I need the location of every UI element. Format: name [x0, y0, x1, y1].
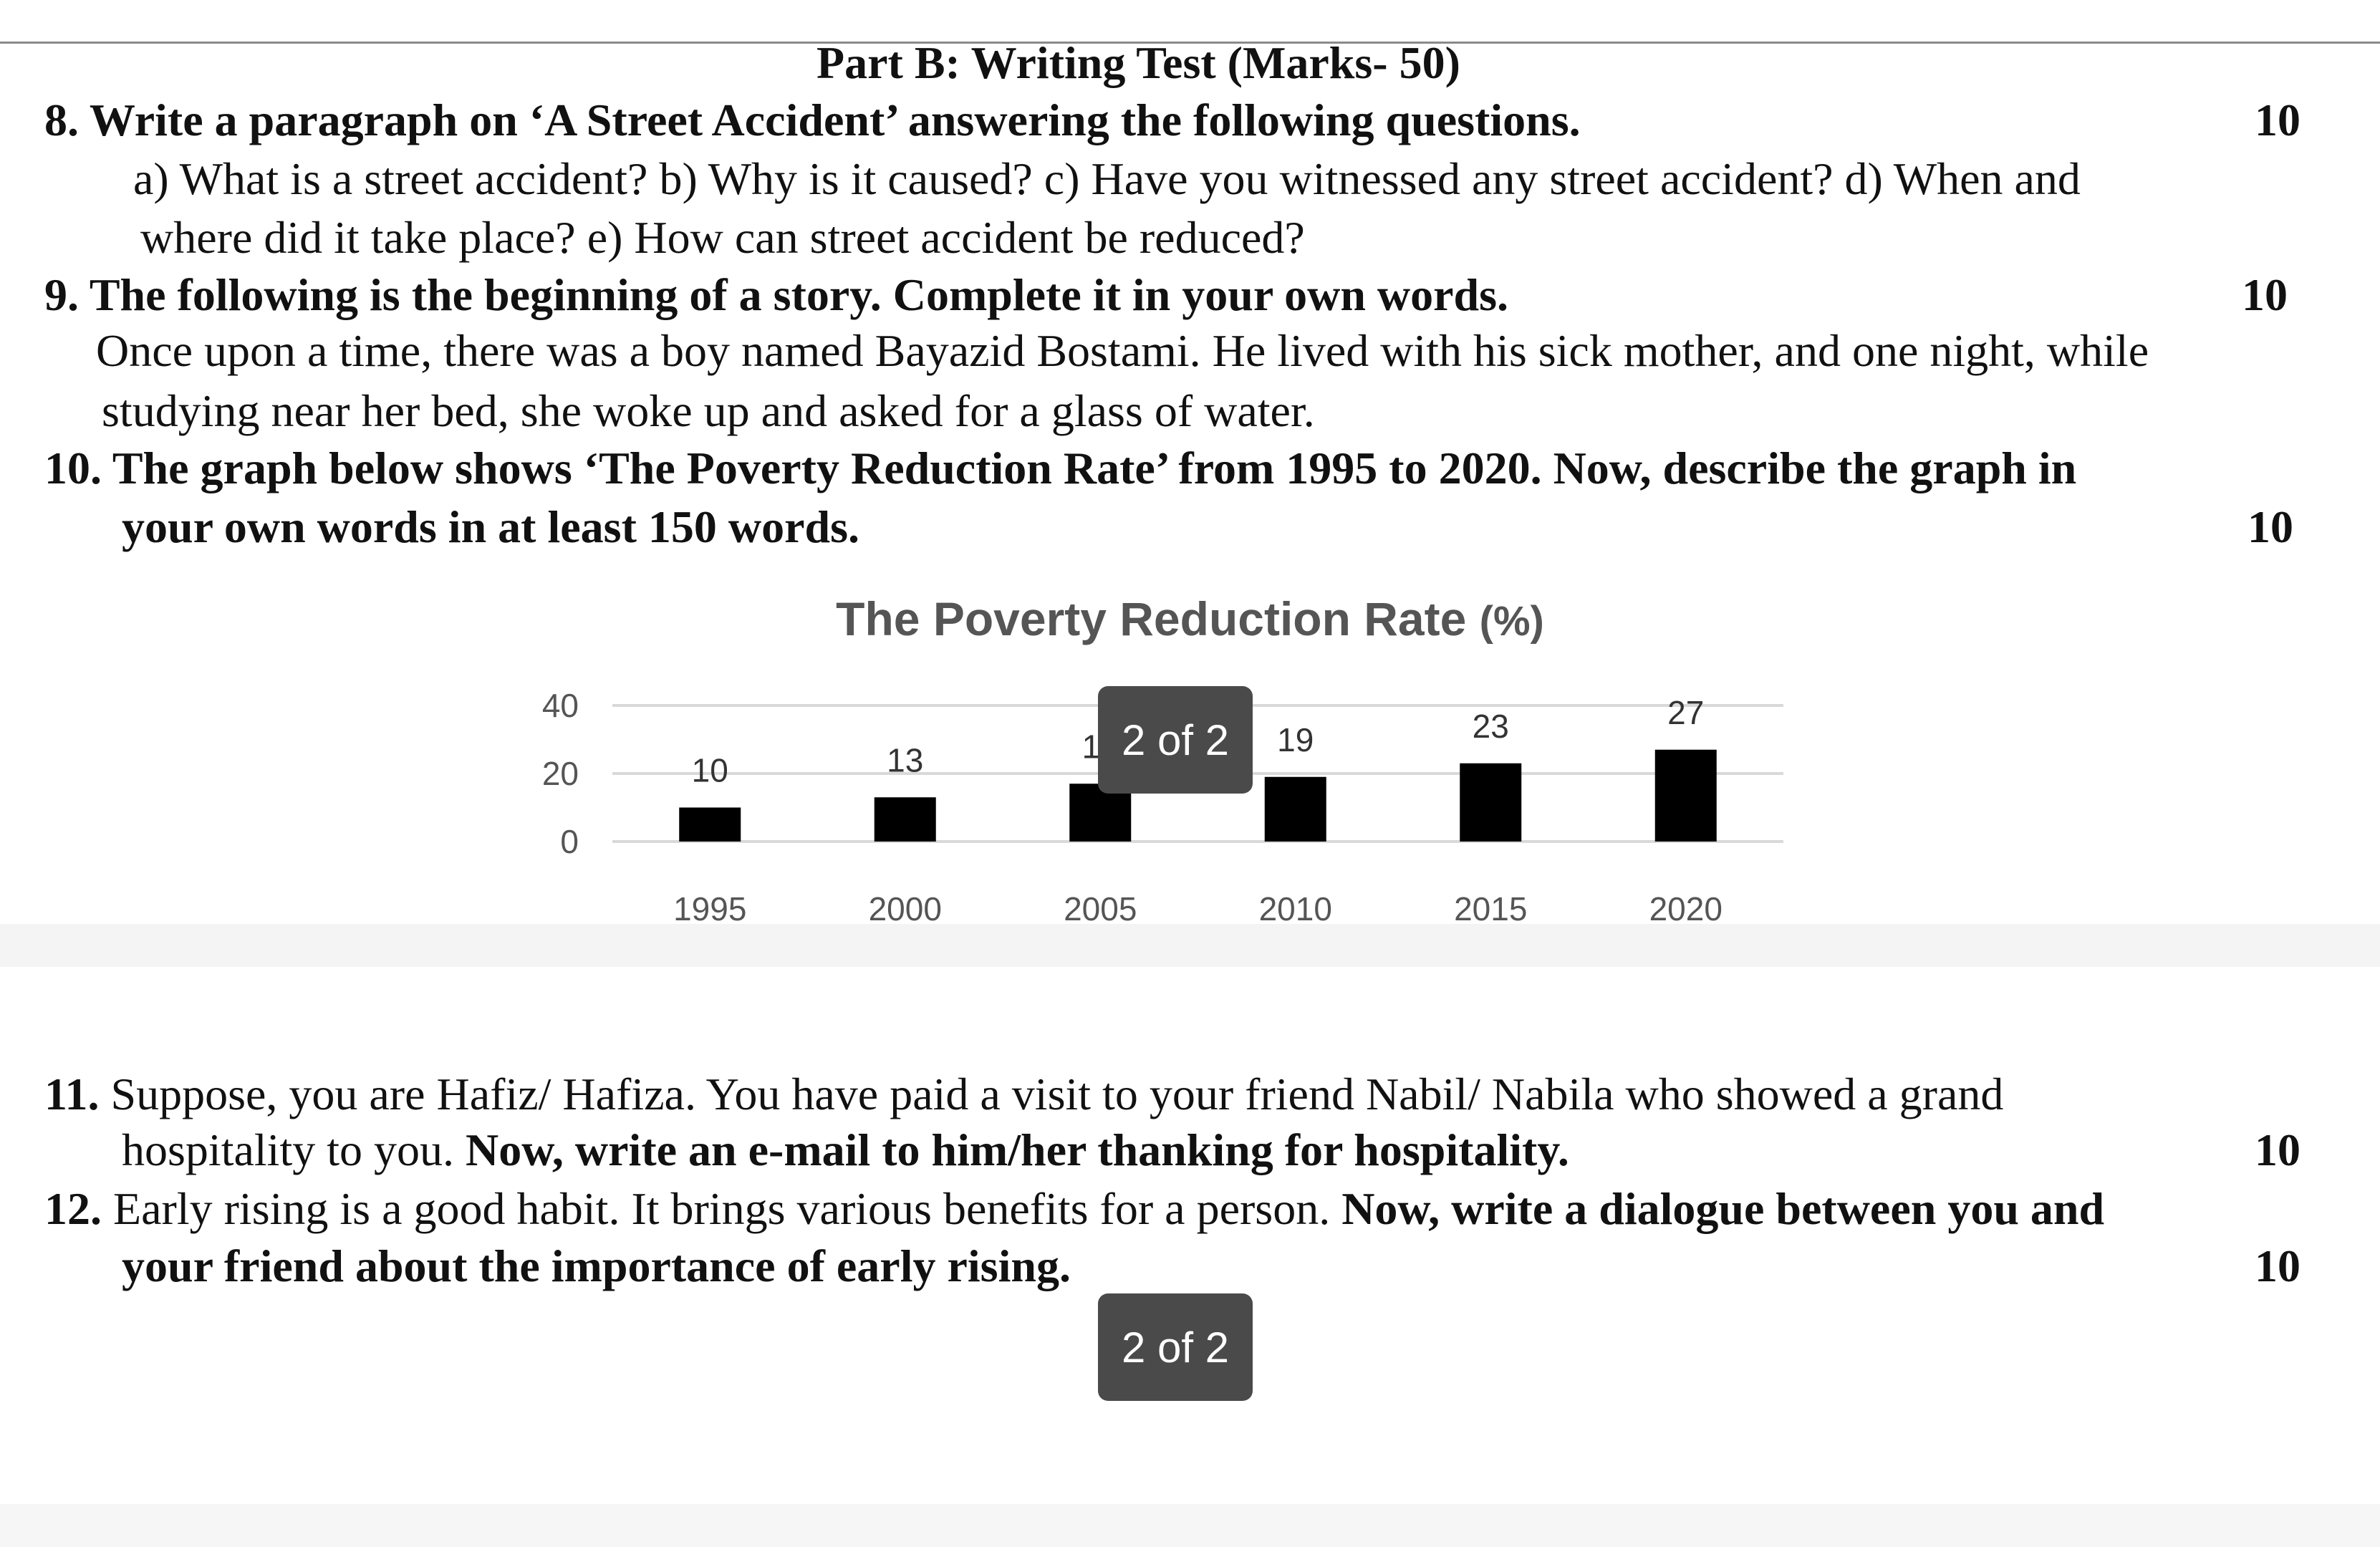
x-tick-label: 1995	[673, 890, 746, 927]
q12-line-2: your friend about the importance of earl…	[122, 1240, 1071, 1291]
chart-title: The Poverty Reduction Rate (%)	[0, 590, 2380, 650]
bar	[874, 797, 936, 842]
data-label: 23	[1473, 708, 1509, 745]
q11-line-2-bold: Now, write an e-mail to him/her thanking…	[466, 1124, 1569, 1175]
q11-line-1: 11. Suppose, you are Hafiz/ Hafiza. You …	[44, 1067, 2003, 1122]
part-title: Part B: Writing Test (Marks- 50)	[816, 37, 1460, 88]
bar	[1264, 776, 1326, 842]
q10-marks: 10	[2247, 501, 2293, 552]
q8-heading: 8. Write a paragraph on ‘A Street Accide…	[44, 95, 1581, 145]
x-tick-label: 2005	[1064, 890, 1137, 927]
q12-number: 12.	[44, 1183, 102, 1234]
data-label: 19	[1277, 721, 1314, 758]
q10-line-2: your own words in at least 150 words.	[122, 501, 859, 552]
page-indicator-overlay: 2 of 2	[1098, 686, 1253, 794]
q12-line-1: 12. Early rising is a good habit. It bri…	[44, 1182, 2104, 1236]
bar	[679, 807, 741, 842]
bar	[1460, 763, 1522, 842]
y-tick-label: 40	[542, 687, 579, 724]
page-bottom-margin	[0, 1504, 2380, 1547]
q8-marks: 10	[2255, 95, 2300, 145]
bar	[1654, 749, 1717, 842]
data-label: 13	[887, 741, 923, 779]
chart-title-unit: (%)	[1479, 598, 1544, 645]
q12-line-1-bold: Now, write a dialogue between you and	[1341, 1183, 2105, 1234]
x-tick-label: 2020	[1649, 890, 1723, 927]
page-indicator: 2 of 2	[1098, 1293, 1253, 1401]
q9-line-1: Once upon a time, there was a boy named …	[96, 325, 2149, 376]
q12-marks: 10	[2255, 1240, 2300, 1291]
page-top-rule	[0, 42, 2380, 44]
y-tick-label: 20	[542, 755, 579, 792]
q11-line-2: hospitality to you. Now, write an e-mail…	[122, 1123, 1569, 1177]
x-tick-label: 2015	[1454, 890, 1527, 927]
q11-marks: 10	[2255, 1124, 2300, 1175]
q11-line-2-plain: hospitality to you.	[122, 1124, 466, 1175]
q11-number: 11.	[44, 1069, 100, 1119]
x-tick-label: 2010	[1259, 890, 1332, 927]
q11-line-1-text: Suppose, you are Hafiz/ Hafiza. You have…	[99, 1069, 2004, 1119]
data-label: 27	[1667, 694, 1704, 731]
x-tick-label: 2000	[869, 890, 942, 927]
data-label: 10	[692, 752, 728, 789]
q8-line-1: a) What is a street accident? b) Why is …	[133, 153, 2081, 204]
q9-marks: 10	[2242, 269, 2288, 320]
page-divider	[0, 924, 2380, 967]
q10-line-1: 10. The graph below shows ‘The Poverty R…	[44, 443, 2077, 493]
y-tick-label: 0	[560, 823, 579, 860]
q8-line-2: where did it take place? e) How can stre…	[140, 212, 1305, 263]
chart-title-text: The Poverty Reduction Rate	[836, 592, 1467, 645]
q9-heading: 9. The following is the beginning of a s…	[44, 269, 1509, 320]
q9-line-2: studying near her bed, she woke up and a…	[102, 385, 1315, 436]
q12-line-1-plain: Early rising is a good habit. It brings …	[102, 1183, 1342, 1234]
